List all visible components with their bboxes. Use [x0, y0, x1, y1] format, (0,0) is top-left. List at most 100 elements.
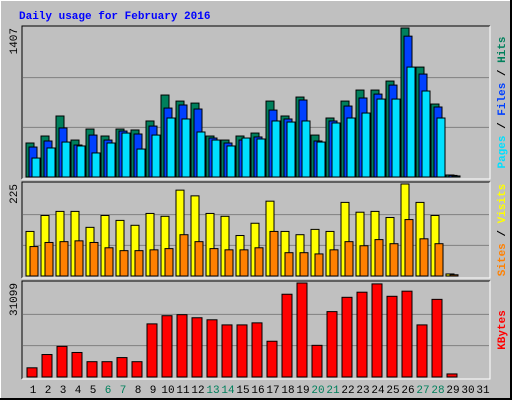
bar [419, 238, 429, 277]
bar [389, 243, 399, 277]
x-tick-label: 12 [191, 385, 204, 397]
bar [146, 323, 158, 378]
bar [166, 117, 176, 178]
bar [134, 250, 144, 277]
bar [316, 141, 326, 178]
bar [31, 157, 41, 178]
x-tick-label: 13 [206, 385, 219, 397]
bar [221, 324, 233, 378]
x-tick-label: 24 [371, 385, 385, 397]
x-tick-label: 31 [476, 385, 490, 397]
bar [374, 239, 384, 277]
x-tick-label: 29 [446, 385, 459, 397]
y-tick-label: 31099 [9, 283, 21, 316]
bar [211, 139, 221, 178]
x-tick-label: 7 [120, 385, 127, 397]
bar [436, 117, 446, 178]
bar [269, 230, 279, 277]
x-tick-label: 11 [176, 385, 190, 397]
x-tick-label: 21 [326, 385, 340, 397]
bar [29, 246, 39, 277]
bar [91, 152, 101, 178]
bar [299, 252, 309, 277]
bar [431, 298, 443, 378]
bar [74, 240, 84, 277]
bar [284, 252, 294, 277]
bar [226, 145, 236, 178]
x-tick-label: 10 [161, 385, 174, 397]
bar [271, 120, 281, 178]
x-tick-label: 1 [30, 385, 37, 397]
bar [46, 147, 56, 178]
bar [241, 137, 251, 178]
bar [176, 314, 188, 378]
y-tick-label: 225 [9, 184, 21, 204]
legend-separator: / [497, 63, 509, 83]
bar [359, 245, 369, 277]
y-tick-label: 1407 [9, 28, 21, 54]
panel-shadow [21, 181, 490, 278]
panel-light [22, 281, 491, 380]
bar [149, 249, 159, 277]
bar [341, 296, 353, 378]
bar [59, 241, 69, 277]
bar [101, 361, 113, 378]
bar [206, 319, 218, 378]
bar [26, 367, 38, 378]
bar [331, 122, 341, 178]
bar [181, 118, 191, 178]
bar [239, 249, 249, 277]
x-tick-label: 9 [150, 385, 157, 397]
bar [421, 90, 431, 178]
bar [119, 250, 129, 277]
x-tick-label: 20 [311, 385, 324, 397]
bar [434, 243, 444, 277]
bar [404, 219, 414, 277]
bar [254, 247, 264, 277]
x-tick-label: 25 [386, 385, 399, 397]
bar [386, 295, 398, 378]
bar [251, 322, 263, 378]
x-tick-label: 15 [236, 385, 249, 397]
panel-shadow [21, 25, 490, 179]
x-tick-label: 18 [281, 385, 294, 397]
bar [56, 345, 68, 378]
bar [86, 361, 98, 378]
bar [164, 248, 174, 277]
bar [371, 283, 383, 378]
x-tick-label: 6 [105, 385, 112, 397]
x-tick-label: 8 [135, 385, 142, 397]
x-tick-label: 30 [461, 385, 474, 397]
bar [151, 134, 161, 178]
legend-separator: / [497, 223, 509, 243]
bar [446, 373, 458, 378]
bar [391, 98, 401, 178]
legend-separator: / [497, 116, 509, 136]
bar [76, 145, 86, 178]
bar [161, 315, 173, 378]
bar [356, 291, 368, 378]
bar [236, 324, 248, 378]
bar [266, 340, 278, 378]
panel-light [22, 182, 491, 279]
bar [346, 117, 356, 178]
x-tick-label: 5 [90, 385, 97, 397]
bar [329, 249, 339, 277]
bar [451, 175, 461, 178]
bar [406, 66, 416, 178]
bar [416, 324, 428, 378]
legend-entry: Visits [497, 184, 509, 224]
bar [116, 357, 128, 378]
x-tick-label: 4 [75, 385, 82, 397]
legend-entry: Hits [497, 36, 509, 62]
bar [131, 361, 143, 378]
bar [41, 354, 53, 378]
bar [106, 142, 116, 178]
chart-title: Daily usage for February 2016 [19, 11, 210, 23]
x-tick-label: 27 [416, 385, 429, 397]
legend-entry: Sites [497, 243, 509, 276]
x-tick-label: 2 [45, 385, 52, 397]
bar [311, 344, 323, 378]
bar [449, 274, 459, 277]
